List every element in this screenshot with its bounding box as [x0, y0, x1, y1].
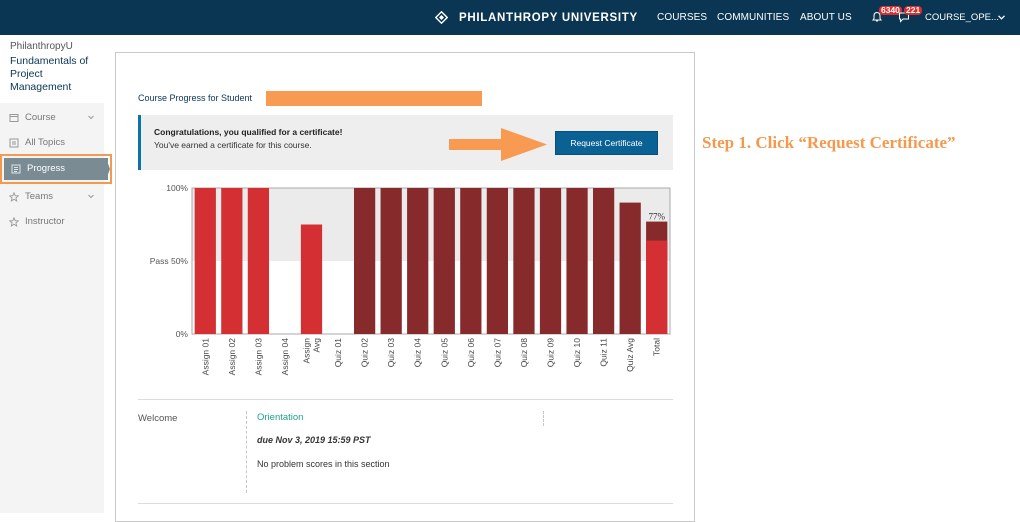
chart-bar	[539, 188, 562, 334]
course-header: PhilanthropyU Fundamentals of Project Ma…	[0, 35, 104, 103]
section-divider	[543, 411, 544, 426]
chevron-down-icon	[88, 115, 94, 120]
certificate-title: Congratulations, you qualified for a cer…	[154, 127, 343, 137]
bell-icon[interactable]	[871, 11, 883, 23]
sidebar-item-label: All Topics	[25, 137, 65, 148]
x-tick-label: Avg	[312, 338, 322, 353]
chart-bar	[513, 188, 535, 334]
course-title[interactable]: Fundamentals of Project Management	[10, 55, 89, 93]
sidebar-item-label: Teams	[25, 191, 53, 202]
chart-bar	[300, 224, 323, 334]
x-tick-label: Assign 04	[280, 338, 290, 376]
divider	[138, 399, 673, 400]
brand-name: PHILANTHROPY UNIVERSITY	[459, 11, 638, 24]
messages-badge: 221	[904, 5, 923, 15]
org-name: PhilanthropyU	[10, 41, 73, 52]
x-tick-label: Quiz 11	[599, 338, 609, 367]
x-tick-label: Quiz Avg	[625, 338, 635, 372]
page-title: Course Progress for Student	[138, 93, 253, 103]
course-icon	[9, 114, 19, 122]
x-tick-label: Assign	[302, 338, 312, 364]
brand-diamond-icon	[435, 11, 448, 24]
due-date: due Nov 3, 2019 15:59 PST	[257, 435, 371, 445]
chart-bar	[380, 188, 402, 334]
divider	[138, 503, 673, 504]
redacted-student-name	[266, 91, 482, 106]
sidebar-item-label: Progress	[27, 163, 66, 174]
x-tick-label: Quiz 08	[519, 338, 529, 368]
step-annotation: Step 1. Click “Request Certificate”	[702, 133, 956, 152]
sidebar-item-all-topics[interactable]: All Topics	[0, 132, 104, 154]
star-icon	[9, 217, 19, 227]
nav-communities[interactable]: COMMUNITIES	[717, 12, 790, 23]
brand-logo[interactable]: PHILANTHROPY UNIVERSITY	[435, 10, 638, 25]
x-tick-label: Total	[652, 338, 662, 356]
y-tick-label: 0%	[176, 329, 189, 339]
chart-bar	[407, 188, 429, 334]
total-value-label: 77%	[648, 212, 665, 222]
x-tick-label: Quiz 10	[572, 338, 582, 368]
chart-bar	[486, 188, 509, 334]
active-item-background	[4, 158, 108, 180]
subsection-link[interactable]: Orientation	[257, 412, 304, 423]
scores-status: No problem scores in this section	[257, 459, 390, 469]
x-tick-label: Quiz 01	[333, 338, 343, 368]
chart-bar	[646, 240, 668, 334]
chart-bar	[353, 188, 376, 334]
progress-icon	[11, 164, 21, 174]
x-tick-label: Quiz 02	[360, 338, 370, 368]
chart-bar	[247, 188, 270, 334]
sidebar-item-label: Instructor	[25, 216, 65, 227]
top-nav-bar: PHILANTHROPY UNIVERSITY COURSES COMMUNIT…	[0, 0, 1020, 35]
x-tick-label: Quiz 06	[466, 338, 476, 368]
chart-bar	[221, 188, 243, 334]
x-tick-label: Assign 02	[227, 338, 237, 376]
chart-bar	[619, 202, 641, 334]
course-sidebar: PhilanthropyU Fundamentals of Project Ma…	[0, 35, 104, 513]
chart-bar	[433, 188, 455, 334]
user-menu[interactable]: COURSE_OPE...	[925, 12, 999, 23]
y-tick-label: 100%	[166, 183, 188, 193]
topics-icon	[9, 138, 19, 148]
x-tick-label: Assign 01	[200, 338, 210, 376]
x-tick-label: Quiz 04	[413, 338, 423, 368]
sidebar-item-label: Course	[25, 112, 56, 123]
section-divider	[246, 411, 247, 493]
chart-bar	[194, 188, 216, 334]
grade-chart: 0% Pass 50% 100% Assign 01 Assign 02 Assign 0…	[150, 183, 671, 376]
x-tick-label: Quiz 09	[546, 338, 556, 368]
chevron-down-icon[interactable]	[998, 15, 1005, 20]
chart-bar	[566, 188, 588, 334]
y-tick-label: Pass 50%	[150, 256, 189, 266]
star-icon	[9, 192, 19, 202]
chevron-down-icon	[88, 194, 94, 199]
notifications-badge: 6340	[879, 5, 902, 15]
request-certificate-button[interactable]: Request Certificate	[555, 131, 658, 155]
active-item-pointer	[106, 158, 110, 180]
sidebar-item-course[interactable]: Course	[0, 107, 104, 129]
certificate-subtitle: You've earned a certificate for this cou…	[154, 140, 312, 150]
sidebar-item-progress[interactable]: Progress	[0, 154, 112, 184]
chart-bar	[460, 188, 482, 334]
sidebar-item-teams[interactable]: Teams	[0, 186, 104, 208]
nav-about-us[interactable]: ABOUT US	[800, 12, 852, 23]
chart-bar	[592, 188, 615, 334]
x-tick-label: Quiz 05	[439, 338, 449, 368]
section-name: Welcome	[138, 413, 178, 424]
pass-zone	[192, 188, 670, 261]
x-tick-label: Quiz 03	[386, 338, 396, 368]
chart-frame	[191, 187, 671, 335]
nav-courses[interactable]: COURSES	[657, 12, 708, 23]
sidebar-item-instructor[interactable]: Instructor	[0, 211, 104, 233]
annotation-arrow-icon	[449, 128, 547, 161]
x-tick-label: Quiz 07	[492, 338, 502, 368]
x-tick-label: Assign 03	[253, 338, 263, 376]
